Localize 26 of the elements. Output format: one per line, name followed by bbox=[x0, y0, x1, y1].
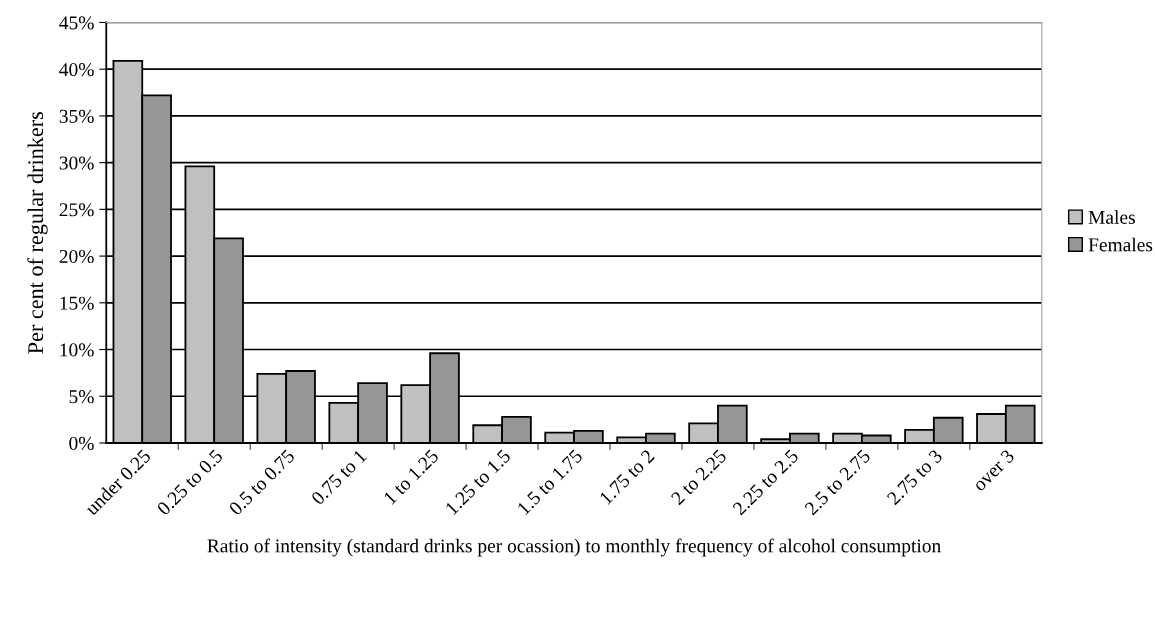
y-tick-label: 15% bbox=[60, 296, 94, 310]
x-tick-label: 1.25 to 1.5 bbox=[444, 448, 512, 516]
y-tick-label: 10% bbox=[60, 343, 94, 357]
x-axis-title: Ratio of intensity (standard drinks per ocassion) to monthly frequency of alcohol consumption bbox=[207, 538, 941, 557]
y-tick-label: 0% bbox=[69, 436, 94, 450]
y-tick-label: 35% bbox=[59, 109, 94, 123]
x-tick-label: over 3 bbox=[972, 448, 1015, 492]
x-tick-label: 0.25 to 0.5 bbox=[156, 448, 224, 516]
y-tick-label: 25% bbox=[59, 203, 94, 217]
y-tick-label: 5% bbox=[69, 390, 94, 404]
y-tick-label: 20% bbox=[59, 249, 94, 264]
x-tick-label: 0.75 to 1 bbox=[310, 449, 368, 506]
y-tick-label: 30% bbox=[59, 156, 94, 170]
y-axis-title: Per cent of regular drinkers bbox=[27, 111, 48, 354]
x-tick-label: 1 to 1.25 bbox=[383, 448, 440, 505]
x-tick-label: 1.75 to 2 bbox=[599, 449, 655, 505]
legend-label: Females bbox=[1088, 237, 1153, 252]
y-tick-label: 40% bbox=[59, 63, 94, 77]
x-tick-label: 2.5 to 2.75 bbox=[804, 448, 872, 516]
x-tick-label: 2.25 to 2.5 bbox=[732, 448, 800, 516]
x-tick-label: 2 to 2.25 bbox=[670, 448, 728, 506]
x-tick-label: 2.75 to 3 bbox=[886, 448, 944, 506]
y-tick-label: 45% bbox=[59, 16, 94, 30]
x-tick-label: 1.5 to 1.75 bbox=[516, 448, 584, 516]
x-tick-label: 0.5 to 0.75 bbox=[228, 448, 296, 516]
legend-label: Males bbox=[1088, 210, 1135, 224]
